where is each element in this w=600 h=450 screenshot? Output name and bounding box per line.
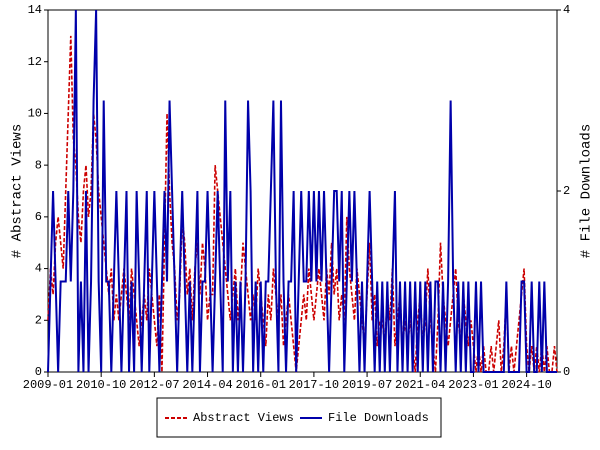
y-tick-label: 10 (28, 107, 42, 121)
x-tick-label: 2009-01 (23, 378, 73, 392)
y2-axis-label: # File Downloads (579, 124, 595, 258)
x-tick-label: 2010-10 (76, 378, 126, 392)
y-tick-label: 8 (35, 158, 42, 172)
x-tick-label: 2019-07 (342, 378, 392, 392)
y-tick-label: 2 (35, 313, 42, 327)
series-line (47, 35, 558, 373)
y2-tick-label: 0 (563, 365, 570, 379)
y-tick-label: 12 (28, 55, 42, 69)
legend-label: Abstract Views (193, 411, 294, 425)
y-tick-label: 4 (35, 262, 42, 276)
legend-box (156, 397, 442, 438)
y2-tick-label: 4 (563, 3, 570, 17)
x-tick-label: 2024-10 (501, 378, 551, 392)
y2-tick-label: 2 (563, 184, 570, 198)
y-tick-label: 6 (35, 210, 42, 224)
x-tick-label: 2016-01 (236, 378, 286, 392)
y-axis-label: # Abstract Views (10, 124, 26, 258)
y-tick-label: 14 (28, 3, 42, 17)
x-tick-label: 2021-04 (395, 378, 445, 392)
x-tick-label: 2014-04 (182, 378, 232, 392)
legend-label: File Downloads (328, 411, 429, 425)
series-line (47, 9, 557, 373)
y-tick-label: 0 (35, 365, 42, 379)
x-tick-label: 2012-07 (129, 378, 179, 392)
x-tick-label: 2017-10 (289, 378, 339, 392)
x-tick-label: 2023-01 (448, 378, 498, 392)
